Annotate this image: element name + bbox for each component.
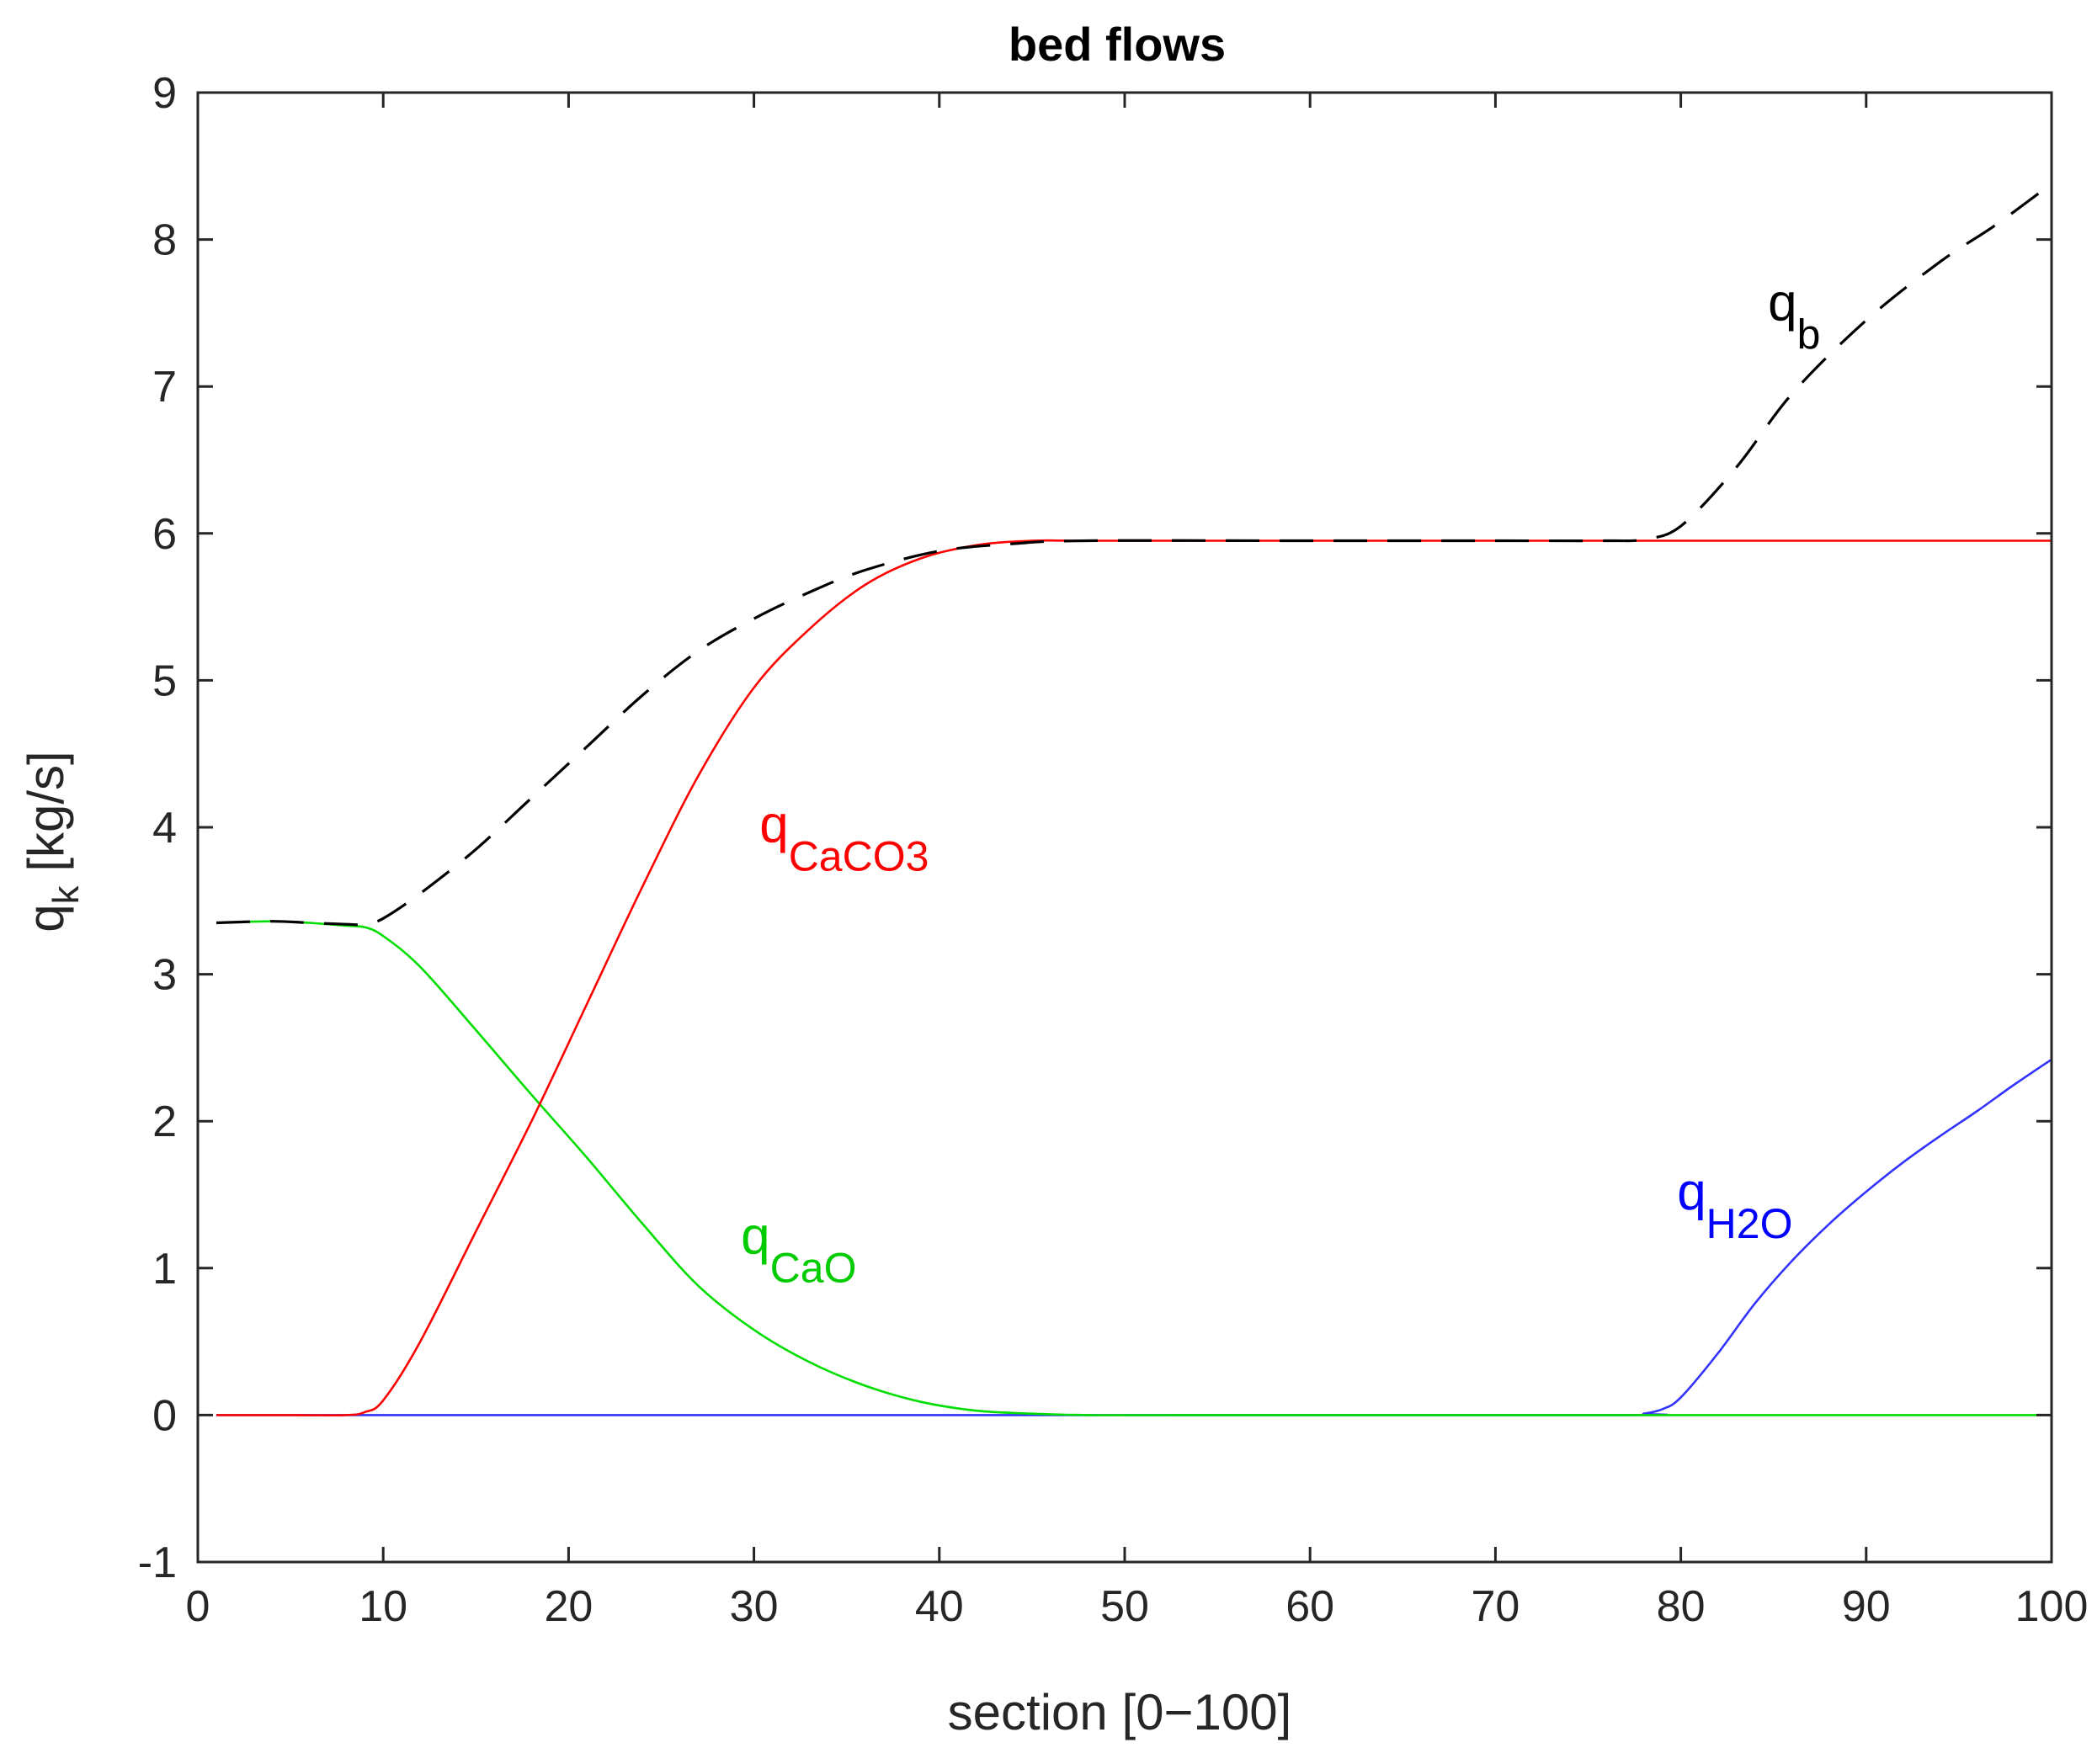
y-tick-label: 2 — [152, 1097, 177, 1146]
series-label-sub: CaCO3 — [789, 832, 929, 879]
x-tick-label: 30 — [730, 1582, 779, 1631]
series-label-qH2O: qH2O — [1677, 1163, 1792, 1247]
y-axis-label: qk [kg/s] — [18, 751, 87, 932]
series-label-main: q — [1677, 1163, 1706, 1221]
y-tick-label: 9 — [152, 69, 177, 118]
y-tick-label: 3 — [152, 951, 177, 1000]
x-tick-label: 0 — [186, 1582, 210, 1631]
x-tick-label: 10 — [359, 1582, 407, 1631]
series-label-sub: b — [1797, 311, 1821, 359]
x-tick-label: 40 — [915, 1582, 964, 1631]
y-axis-label-rest: [kg/s] — [18, 751, 74, 885]
series-layer — [216, 183, 2052, 1416]
y-axis-label-sub: k — [45, 885, 87, 904]
x-axis-label: section [0−100] — [948, 1684, 1292, 1740]
series-label-main: q — [759, 795, 788, 853]
x-tick-label: 100 — [2015, 1582, 2089, 1631]
x-tick-label: 60 — [1285, 1582, 1334, 1631]
series-label-sub: CaO — [770, 1244, 857, 1291]
series-label-qCaO: qCaO — [741, 1207, 856, 1291]
series-line-qb — [216, 183, 2052, 927]
y-tick-label: 7 — [152, 363, 177, 412]
x-tick-label: 20 — [544, 1582, 593, 1631]
y-tick-label: -1 — [138, 1538, 177, 1587]
y-tick-label: 5 — [152, 656, 177, 705]
x-tick-label: 90 — [1842, 1582, 1891, 1631]
series-label-qb: qb — [1768, 274, 1820, 359]
chart-title: bed flows — [1009, 18, 1226, 71]
x-tick-label: 70 — [1471, 1582, 1520, 1631]
y-axis-label-main: q — [18, 904, 74, 932]
y-tick-label: 4 — [152, 804, 177, 853]
y-tick-label: 1 — [152, 1245, 177, 1294]
series-label-main: q — [741, 1207, 769, 1265]
series-label-main: q — [1768, 274, 1796, 332]
y-tick-label: 6 — [152, 510, 177, 559]
y-tick-label: 8 — [152, 216, 177, 265]
series-label-sub: H2O — [1706, 1200, 1793, 1247]
series-line-qCaO — [216, 920, 2052, 1416]
series-label-qCaCO3: qCaCO3 — [759, 795, 929, 879]
y-tick-label: 0 — [152, 1391, 177, 1440]
x-tick-label: 80 — [1657, 1582, 1706, 1631]
x-tick-label: 50 — [1100, 1582, 1149, 1631]
